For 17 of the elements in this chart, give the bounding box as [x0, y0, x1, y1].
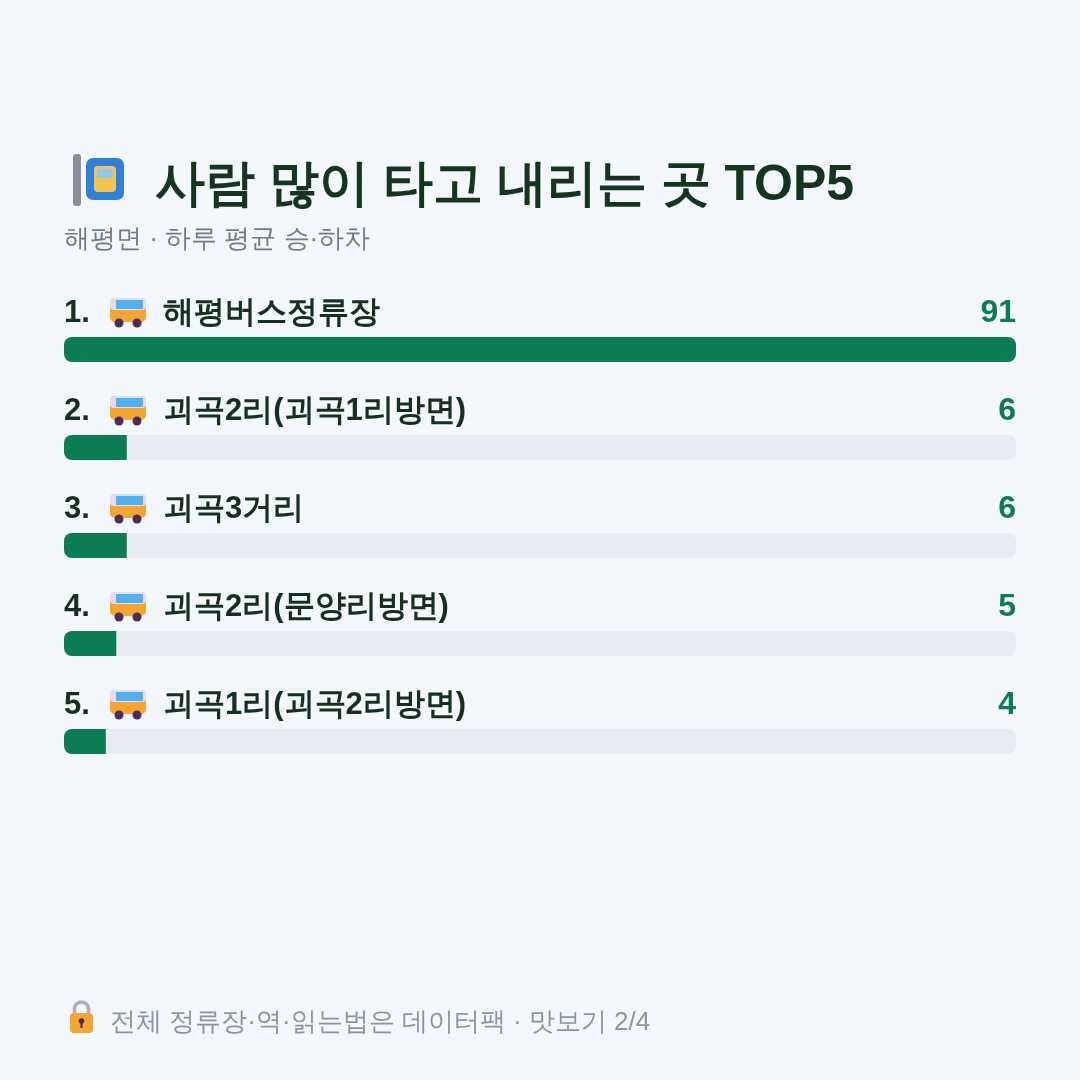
bar	[64, 729, 106, 754]
chart-title: 사람 많이 타고 내리는 곳 TOP5	[155, 155, 855, 211]
data-label: 6	[998, 489, 1016, 525]
category-label: 3. 괴곡3거리	[64, 490, 305, 525]
category-label: 1. 해평버스정류장	[64, 294, 380, 329]
bar	[64, 435, 127, 460]
data-label: 5	[998, 587, 1016, 623]
bar	[64, 631, 117, 656]
chart-subtitle: 해평면 · 하루 평균 승·하차	[64, 223, 371, 253]
text: 전체 정류장·역·읽는법은 데이터팩 · 맛보기 2/4	[110, 1006, 651, 1036]
category-label: 5. 괴곡1리(괴곡2리방면)	[64, 686, 467, 721]
data-label: 91	[980, 293, 1016, 329]
category-label: 4. 괴곡2리(문양리방면)	[64, 588, 449, 623]
category-label: 2. 괴곡2리(괴곡1리방면)	[64, 392, 467, 427]
data-label: 6	[998, 391, 1016, 427]
bar	[64, 533, 127, 558]
data-label: 4	[998, 685, 1017, 721]
